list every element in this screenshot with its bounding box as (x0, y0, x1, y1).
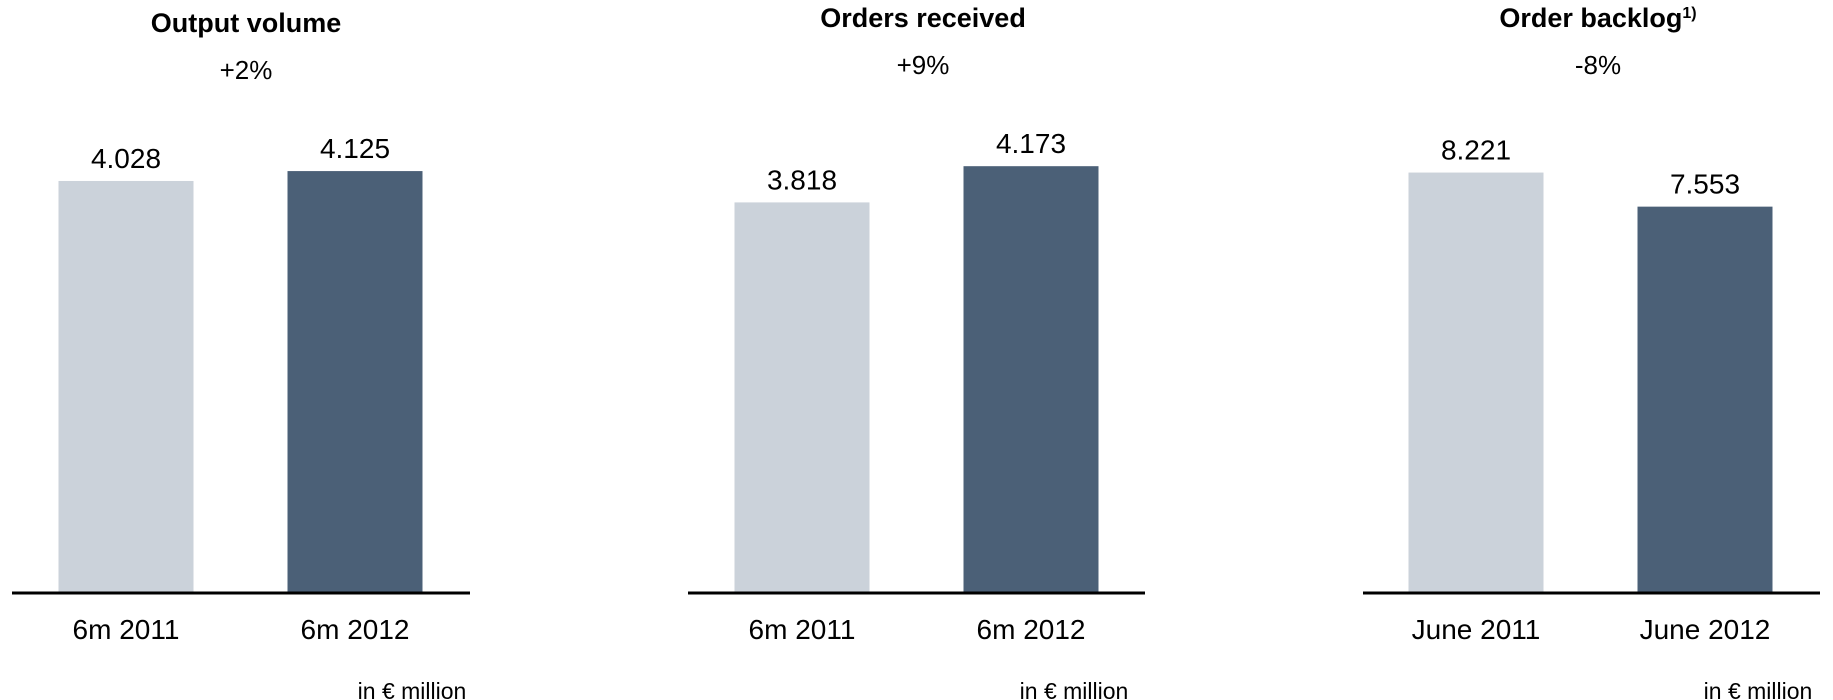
chart-title: Orders received (820, 3, 1026, 33)
svg-text:Order backlog1): Order backlog1) (1499, 3, 1696, 33)
bar-value-label: 3.818 (767, 164, 837, 195)
chart-panel-orders-received: Orders received +9% 3.818 4.173 6m 2011 6… (688, 3, 1145, 700)
chart-title: Output volume (151, 8, 342, 38)
unit-label: in € million (358, 678, 467, 700)
bar-value-label: 8.221 (1441, 135, 1511, 166)
bar-current (287, 171, 423, 592)
bar-previous (734, 202, 870, 593)
bar-previous (58, 180, 194, 592)
unit-label: in € million (1020, 678, 1129, 700)
bar-group: 8.221 7.553 (1408, 135, 1773, 592)
bar-value-label: 4.173 (996, 128, 1066, 159)
bar-group: 3.818 4.173 (734, 128, 1099, 593)
change-label: +2% (220, 55, 273, 85)
x-tick-label: 6m 2012 (301, 614, 410, 645)
chart-panel-output-volume: Output volume +2% 4.028 4.125 6m 2011 6m … (12, 8, 470, 700)
unit-label: in € million (1704, 678, 1813, 700)
chart-panel-order-backlog: Order backlog1) -8% 8.221 7.553 June 2011… (1363, 3, 1820, 700)
change-label: -8% (1575, 50, 1621, 80)
bar-current (1637, 206, 1773, 592)
change-label: +9% (897, 50, 950, 80)
x-tick-label: June 2011 (1412, 614, 1541, 645)
x-tick-label: 6m 2012 (977, 614, 1086, 645)
x-tick-label: 6m 2011 (749, 614, 856, 645)
x-tick-label: June 2012 (1640, 614, 1771, 645)
bar-value-label: 7.553 (1670, 169, 1740, 200)
bar-value-label: 4.028 (91, 143, 161, 174)
x-tick-label: 6m 2011 (73, 614, 180, 645)
chart-title: Order backlog (1499, 3, 1682, 33)
bar-current (963, 166, 1099, 593)
bar-previous (1408, 172, 1544, 592)
bar-value-label: 4.125 (320, 133, 390, 164)
bar-group: 4.028 4.125 (58, 133, 423, 592)
footnote-marker: 1) (1682, 5, 1696, 22)
